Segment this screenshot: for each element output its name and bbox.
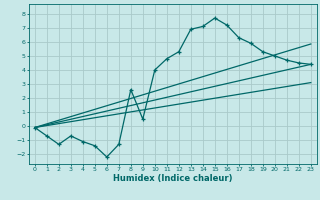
X-axis label: Humidex (Indice chaleur): Humidex (Indice chaleur): [113, 174, 233, 183]
